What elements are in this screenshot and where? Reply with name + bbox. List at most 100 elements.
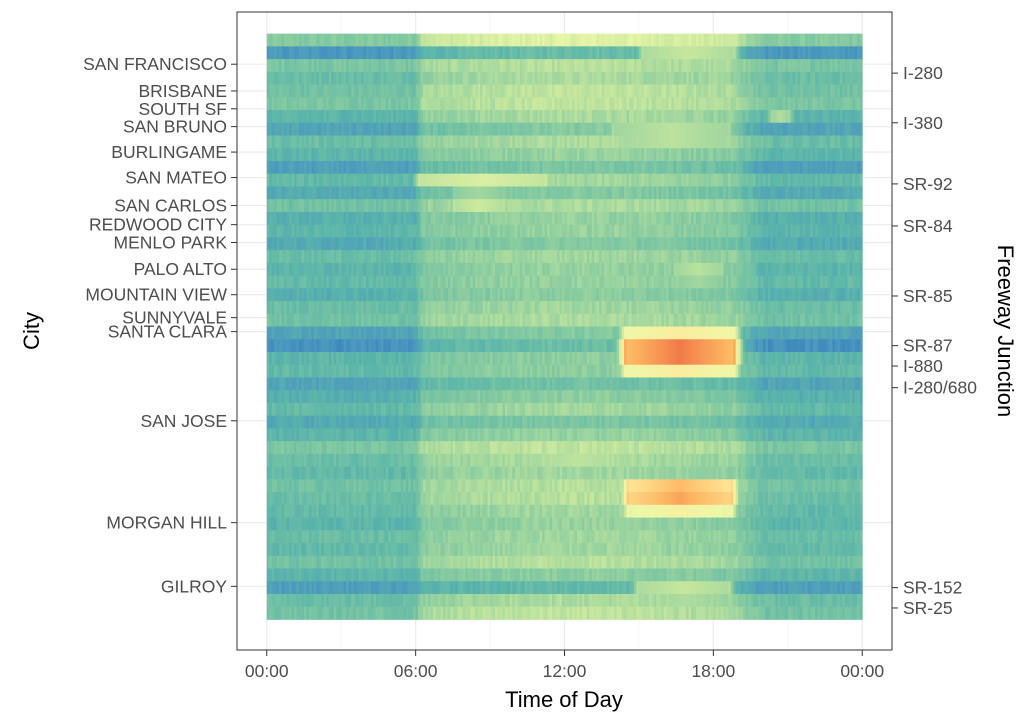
heatmap-cell [550,199,553,212]
heatmap-cell [416,276,419,289]
heatmap-cell [751,263,754,276]
heatmap-cell [480,97,483,110]
heatmap-cell [349,136,352,149]
heatmap-cell [403,72,406,85]
heatmap-cell [639,148,642,161]
heatmap-cell [435,263,438,276]
heatmap-cell [555,288,558,301]
heatmap-cell [319,59,322,72]
heatmap-cell [428,34,431,47]
heatmap-cell [542,97,545,110]
heatmap-cell [294,136,297,149]
heatmap-cell [560,46,563,59]
heatmap-cell [552,123,555,136]
heatmap-cell [813,34,816,47]
heatmap-cell [619,72,622,85]
heatmap-cell [555,174,558,187]
heatmap-cell [761,263,764,276]
heatmap-cell [631,250,634,263]
heatmap-cell [830,85,833,98]
heatmap-cell [748,174,751,187]
heatmap-cell [326,59,329,72]
heatmap-cell [274,161,277,174]
heatmap-cell [555,34,558,47]
heatmap-cell [612,110,615,123]
heatmap-cell [274,174,277,187]
heatmap-cell [378,34,381,47]
heatmap-cell [622,123,625,136]
heatmap-cell [679,174,682,187]
heatmap-cell [713,136,716,149]
heatmap-cell [602,237,605,250]
heatmap-cell [731,212,734,225]
heatmap-cell [706,110,709,123]
heatmap-cell [681,110,684,123]
heatmap-cell [855,34,858,47]
heatmap-cell [361,276,364,289]
heatmap-cell [713,148,716,161]
heatmap-cell [569,263,572,276]
heatmap-cell [488,123,491,136]
heatmap-cell [743,85,746,98]
heatmap-cell [408,250,411,263]
heatmap-cell [572,263,575,276]
heatmap-cell [373,276,376,289]
heatmap-cell [423,123,426,136]
heatmap-cell [818,161,821,174]
heatmap-cell [473,161,476,174]
heatmap-cell [426,110,429,123]
heatmap-cell [795,34,798,47]
heatmap-cell [741,97,744,110]
heatmap-cell [329,161,332,174]
heatmap-cell [540,250,543,263]
heatmap-cell [778,263,781,276]
heatmap-cell [532,59,535,72]
heatmap-cell [845,237,848,250]
heatmap-cell [850,225,853,238]
heatmap-cell [495,34,498,47]
heatmap-cell [820,59,823,72]
heatmap-cell [433,85,436,98]
heatmap-cell [302,174,305,187]
heatmap-cell [284,85,287,98]
heatmap-cell [344,225,347,238]
heatmap-cell [728,225,731,238]
heatmap-cell [698,161,701,174]
heatmap-cell [478,97,481,110]
heatmap-cell [294,59,297,72]
heatmap-cell [743,46,746,59]
heatmap-cell [773,225,776,238]
heatmap-cell [277,263,280,276]
heatmap-cell [711,161,714,174]
heatmap-cell [756,110,759,123]
heatmap-cell [550,161,553,174]
heatmap-cell [381,250,384,263]
heatmap-cell [413,263,416,276]
heatmap-cell [818,136,821,149]
heatmap-cell [537,250,540,263]
heatmap-cell [798,161,801,174]
heatmap-cell [560,288,563,301]
heatmap-cell [602,148,605,161]
heatmap-cell [701,110,704,123]
heatmap-cell [545,250,548,263]
heatmap-cell [582,59,585,72]
heatmap-cell [800,97,803,110]
heatmap-cell [438,225,441,238]
heatmap-cell [468,212,471,225]
heatmap-cell [314,250,317,263]
heatmap-cell [302,225,305,238]
heatmap-cell [664,161,667,174]
heatmap-cell [331,46,334,59]
heatmap-cell [485,212,488,225]
heatmap-cell [319,110,322,123]
heatmap-cell [535,34,538,47]
heatmap-cell [371,148,374,161]
heatmap-cell [646,72,649,85]
heatmap-cell [381,288,384,301]
heatmap-cell [354,97,357,110]
heatmap-cell [490,46,493,59]
heatmap-cell [721,174,724,187]
heatmap-cell [341,199,344,212]
heatmap-cell [302,123,305,136]
